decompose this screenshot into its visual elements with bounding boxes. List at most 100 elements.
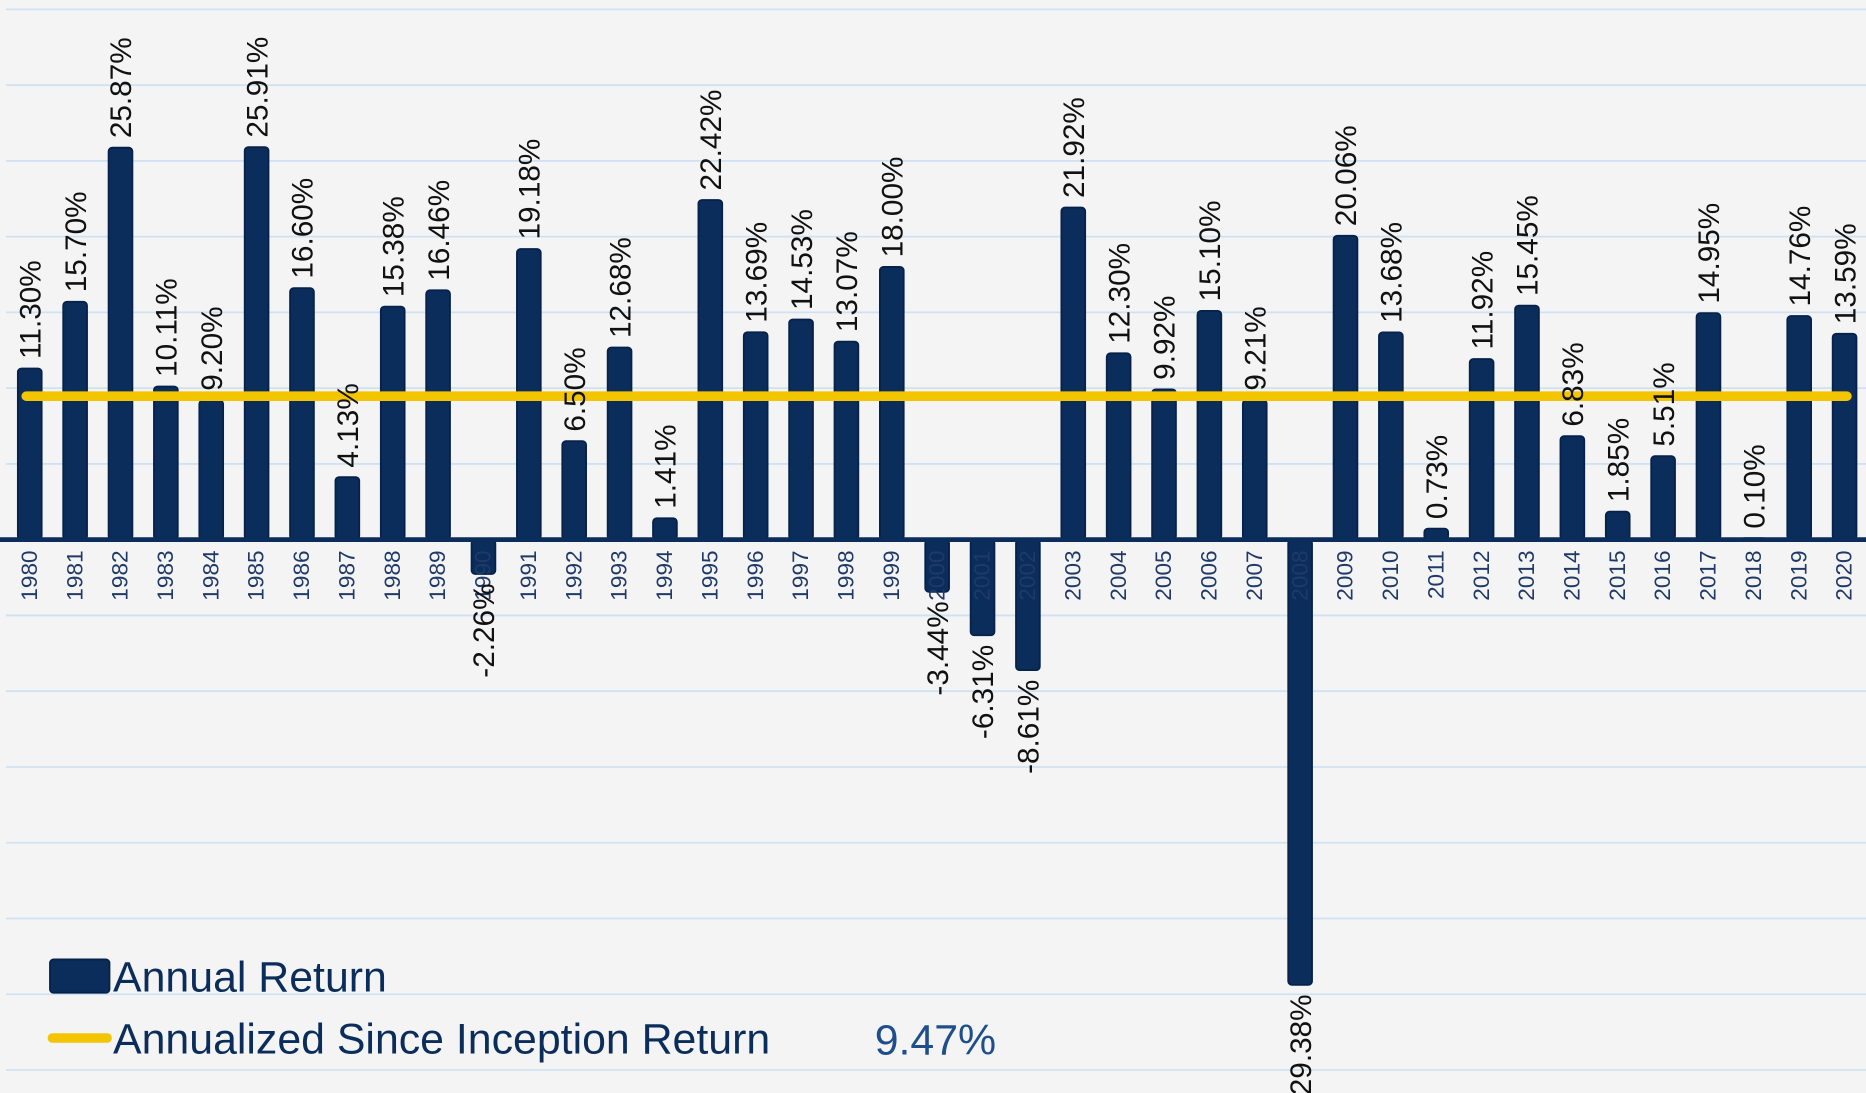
x-tick-label: 1996 — [743, 550, 768, 600]
data-label: 4.13% — [332, 383, 365, 467]
x-tick-label: 2018 — [1741, 550, 1766, 600]
x-tick-label: 2014 — [1559, 550, 1584, 600]
x-tick-label: 1986 — [289, 550, 314, 600]
data-label: 20.06% — [1330, 125, 1363, 226]
data-label: 6.83% — [1557, 342, 1590, 426]
bar — [652, 517, 678, 541]
x-tick-label: 1991 — [516, 550, 541, 600]
x-tick-label: 1998 — [834, 550, 859, 600]
data-label: 10.11% — [151, 278, 184, 377]
x-tick-label: 2019 — [1786, 550, 1811, 600]
bar — [107, 146, 134, 541]
data-label: 1.41% — [650, 424, 683, 508]
x-tick-label: 1983 — [153, 550, 178, 600]
bar — [697, 199, 724, 541]
data-label: 15.10% — [1194, 200, 1227, 301]
x-tick-label: 1980 — [17, 550, 42, 600]
x-tick-label: 1988 — [380, 550, 405, 600]
x-tick-label: 1994 — [652, 550, 677, 600]
data-label: 15.38% — [377, 196, 410, 297]
data-label: 11.92% — [1466, 251, 1499, 350]
legend-value: 9.47% — [875, 1017, 996, 1065]
bar — [833, 340, 860, 541]
x-tick-label: 2007 — [1242, 550, 1267, 600]
x-tick-label: 2008 — [1287, 550, 1312, 600]
data-label: 21.92% — [1058, 97, 1091, 198]
data-label: 13.68% — [1376, 222, 1409, 323]
data-label: 14.95% — [1693, 203, 1726, 304]
x-tick-label: 2000 — [924, 550, 949, 600]
bar — [1196, 309, 1223, 541]
x-tick-label: 2010 — [1378, 550, 1403, 600]
x-tick-label: 2015 — [1605, 550, 1630, 600]
x-tick-label: 2011 — [1423, 550, 1448, 599]
x-tick-label: 2009 — [1333, 550, 1358, 600]
bar — [153, 385, 179, 541]
data-label: 9.21% — [1239, 306, 1272, 390]
bar — [425, 289, 451, 541]
x-tick-label: 1999 — [879, 550, 904, 600]
data-label: 25.91% — [241, 37, 274, 138]
data-label: 12.68% — [604, 237, 637, 338]
bar — [1332, 234, 1359, 541]
bar — [62, 300, 88, 541]
bar — [561, 440, 587, 541]
x-tick-label: 2016 — [1650, 550, 1675, 600]
bar — [1831, 332, 1858, 541]
x-tick-label: 1984 — [198, 550, 223, 600]
data-label: 9.20% — [196, 306, 229, 390]
bar — [379, 305, 406, 541]
x-tick-label: 1992 — [561, 550, 586, 600]
x-tick-label: 2013 — [1514, 550, 1539, 600]
data-label: 16.60% — [287, 178, 320, 279]
bar — [1468, 358, 1495, 541]
x-tick-label: 1995 — [697, 550, 722, 600]
x-tick-label: 1982 — [108, 550, 133, 600]
x-tick-label: 1990 — [471, 550, 496, 600]
data-label: 12.30% — [1103, 243, 1136, 344]
x-tick-label: 2001 — [970, 550, 995, 600]
bar — [788, 318, 814, 541]
data-label: -6.31% — [967, 645, 1000, 739]
x-tick-label: 1993 — [607, 550, 632, 600]
data-label: 15.70% — [60, 191, 93, 292]
bar — [289, 287, 315, 541]
bar — [198, 399, 225, 541]
x-tick-label: 2012 — [1469, 550, 1494, 600]
data-label: 14.76% — [1784, 206, 1817, 307]
data-label: -2.26% — [468, 583, 501, 677]
data-label: 5.51% — [1648, 362, 1681, 446]
x-tick-label: 1985 — [244, 550, 269, 600]
data-label: 0.73% — [1421, 435, 1454, 519]
x-tick-label: 1981 — [62, 550, 87, 600]
data-label: 13.69% — [740, 222, 773, 323]
data-label: 1.85% — [1602, 418, 1635, 502]
data-label: 6.50% — [559, 347, 592, 431]
x-tick-label: 1987 — [334, 550, 359, 600]
bar — [1650, 455, 1676, 541]
bar — [1378, 331, 1404, 541]
data-label: 14.53% — [786, 209, 819, 310]
data-label: -29.38% — [1285, 994, 1318, 1093]
bar — [879, 266, 905, 541]
bar — [606, 346, 633, 541]
data-label: -8.61% — [1013, 680, 1046, 774]
x-tick-label: 2017 — [1696, 550, 1721, 600]
bar — [1514, 304, 1540, 541]
data-label: 0.10% — [1739, 444, 1772, 528]
data-label: 25.87% — [105, 37, 138, 138]
data-label: 16.46% — [423, 180, 456, 281]
data-label: 9.92% — [1149, 295, 1182, 379]
bar — [1241, 399, 1268, 541]
data-label: 13.59% — [1829, 223, 1862, 324]
bar — [1287, 538, 1313, 986]
x-tick-label: 1989 — [425, 550, 450, 600]
bar — [243, 146, 270, 541]
legend-swatch-bar — [49, 958, 111, 994]
bar — [1151, 388, 1177, 541]
x-tick-label: 2003 — [1060, 550, 1085, 600]
data-label: 13.07% — [831, 231, 864, 332]
bar — [1060, 206, 1087, 541]
